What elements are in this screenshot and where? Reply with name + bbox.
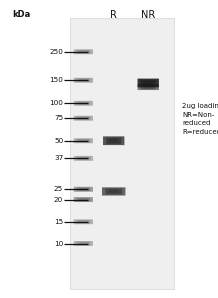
FancyBboxPatch shape [109,190,119,193]
FancyBboxPatch shape [109,139,118,143]
FancyBboxPatch shape [102,187,125,195]
FancyBboxPatch shape [77,78,90,82]
FancyBboxPatch shape [74,219,93,224]
FancyBboxPatch shape [77,117,90,120]
FancyBboxPatch shape [74,156,93,161]
FancyBboxPatch shape [144,81,153,85]
Text: 100: 100 [49,100,63,106]
Text: NR: NR [141,10,155,21]
Text: 10: 10 [54,240,63,246]
FancyBboxPatch shape [144,86,153,89]
FancyBboxPatch shape [79,51,87,53]
FancyBboxPatch shape [79,79,87,81]
FancyBboxPatch shape [74,138,93,143]
FancyBboxPatch shape [79,221,87,223]
FancyBboxPatch shape [79,139,87,142]
Text: kDa: kDa [13,10,31,19]
FancyBboxPatch shape [79,117,87,119]
FancyBboxPatch shape [77,220,90,224]
FancyBboxPatch shape [79,157,87,159]
FancyBboxPatch shape [74,78,93,83]
FancyBboxPatch shape [141,80,156,86]
FancyBboxPatch shape [74,116,93,121]
FancyBboxPatch shape [79,198,87,201]
Text: 15: 15 [54,219,63,225]
FancyBboxPatch shape [77,102,90,105]
FancyBboxPatch shape [77,187,90,191]
Text: 2ug loading
NR=Non-
reduced
R=reduced: 2ug loading NR=Non- reduced R=reduced [182,103,218,135]
FancyBboxPatch shape [138,84,159,90]
FancyBboxPatch shape [77,242,90,245]
Text: 150: 150 [49,77,63,83]
FancyBboxPatch shape [77,50,90,54]
FancyBboxPatch shape [141,85,156,89]
FancyBboxPatch shape [77,198,90,201]
FancyBboxPatch shape [79,242,87,245]
FancyBboxPatch shape [74,187,93,192]
FancyBboxPatch shape [74,101,93,106]
FancyBboxPatch shape [103,136,124,145]
FancyBboxPatch shape [74,49,93,54]
FancyBboxPatch shape [74,197,93,202]
Text: 37: 37 [54,155,63,161]
Text: 250: 250 [49,49,63,55]
Text: 25: 25 [54,186,63,192]
FancyBboxPatch shape [77,156,90,160]
FancyBboxPatch shape [74,241,93,246]
Bar [70,18,174,289]
Text: 50: 50 [54,138,63,144]
FancyBboxPatch shape [77,139,90,142]
FancyBboxPatch shape [106,138,121,144]
Text: 75: 75 [54,115,63,121]
FancyBboxPatch shape [106,188,122,194]
FancyBboxPatch shape [138,79,159,87]
Text: 20: 20 [54,197,63,203]
FancyBboxPatch shape [79,188,87,190]
FancyBboxPatch shape [79,102,87,105]
Text: R: R [110,10,117,21]
